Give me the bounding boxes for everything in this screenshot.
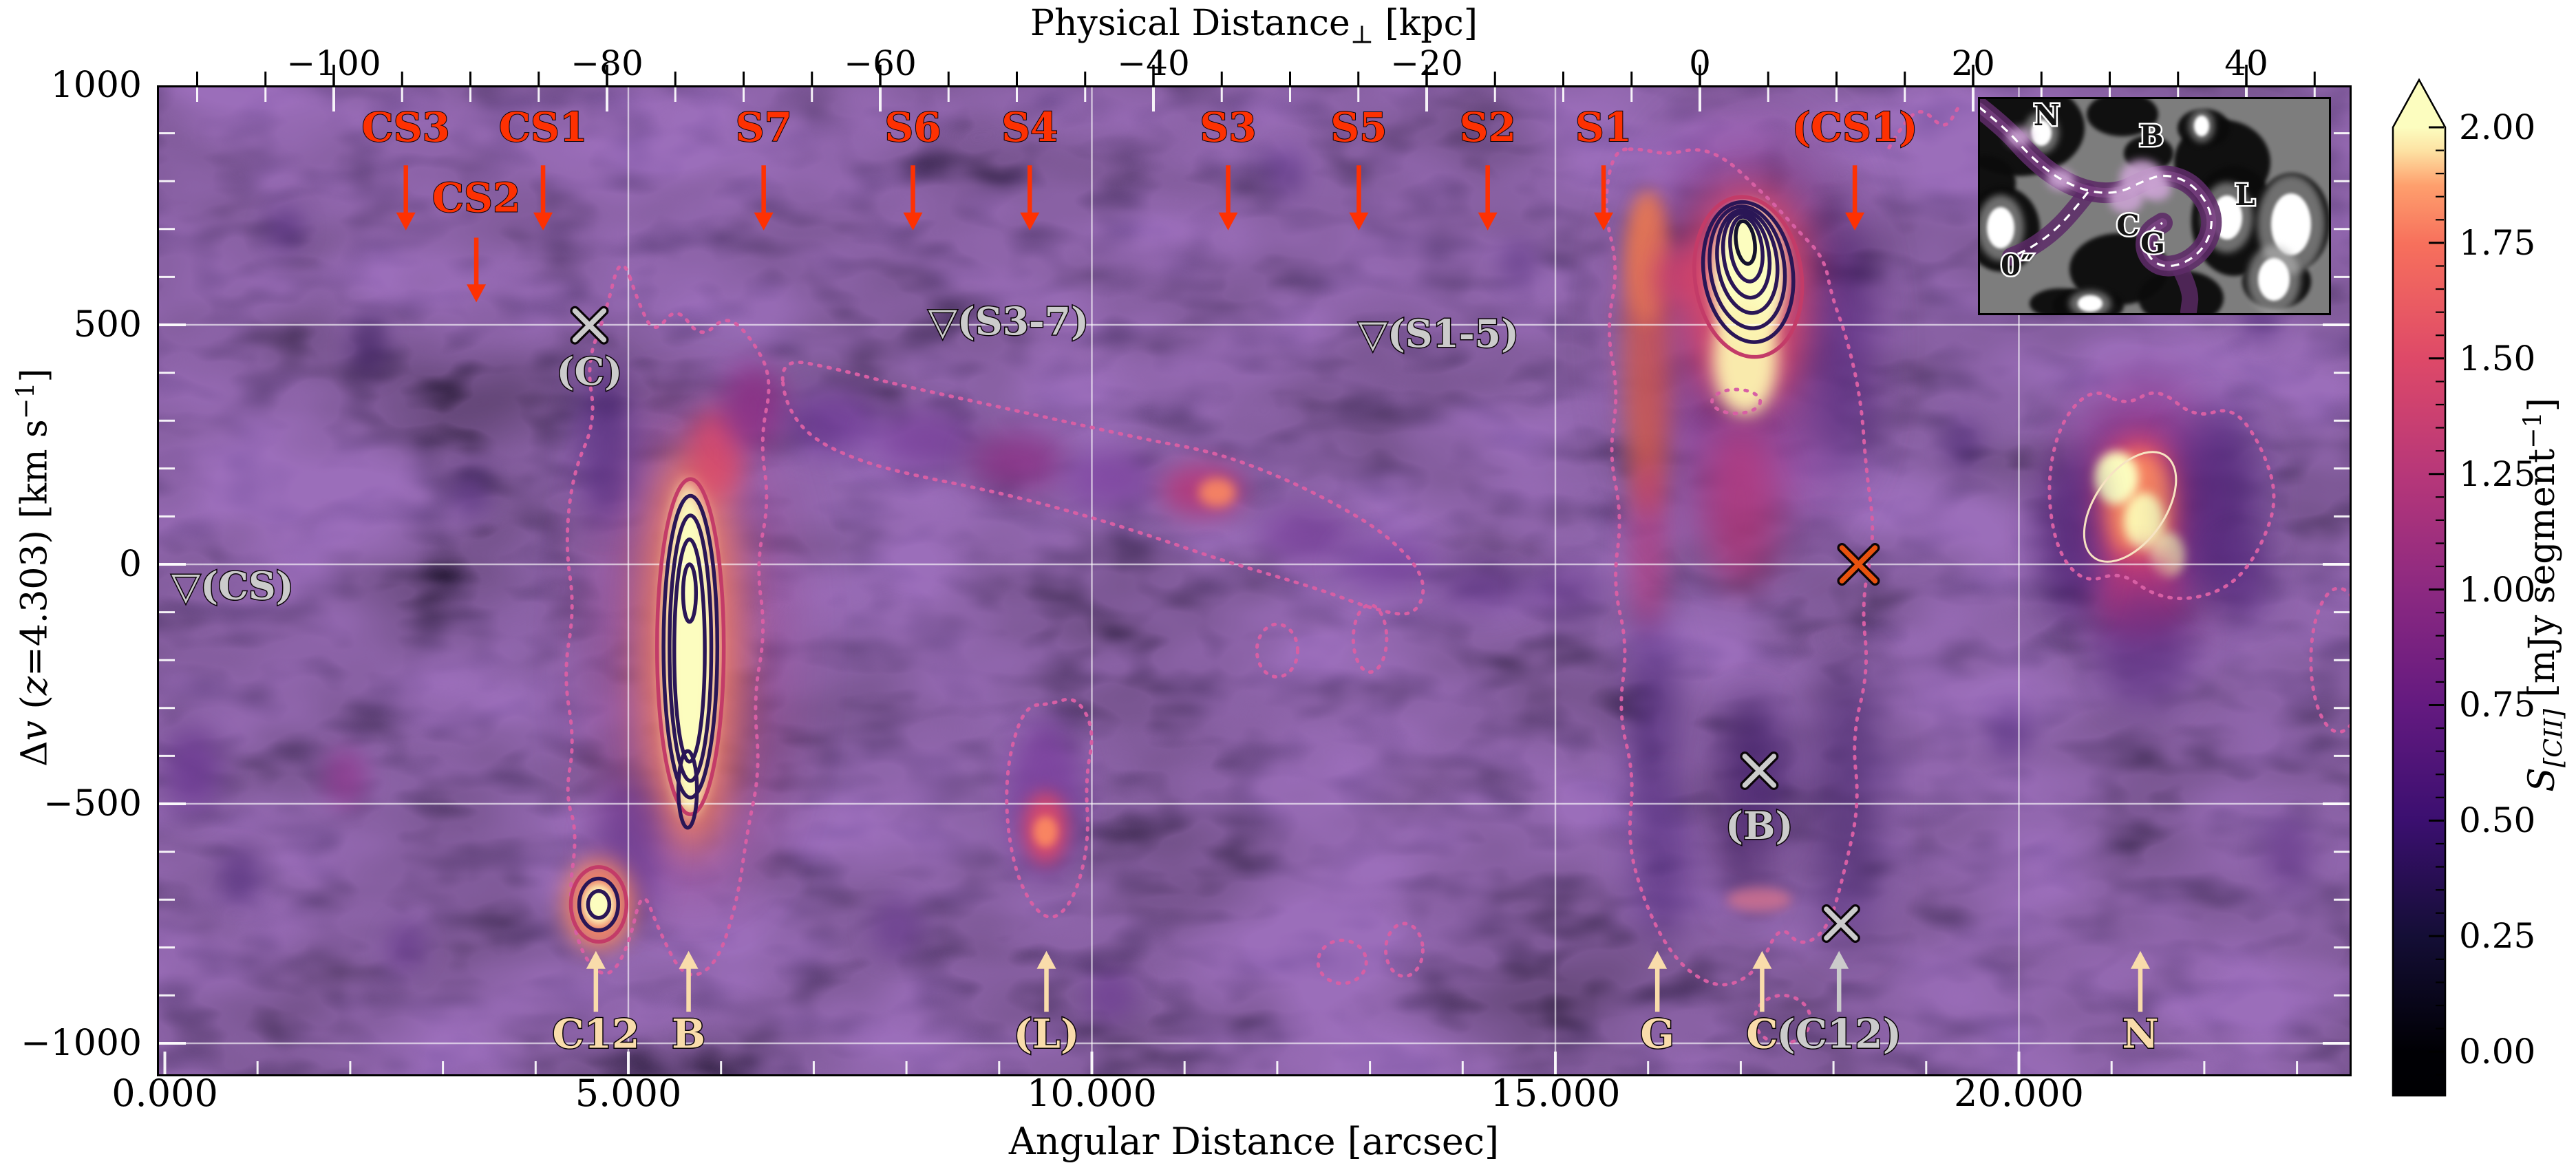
colorbar-bar (2392, 78, 2447, 1097)
top-axis-title: Physical Distance⊥ [kpc] (1030, 3, 1478, 49)
inset-source-label: 0″ (2001, 248, 2034, 282)
inset-source-label: N (2034, 98, 2060, 132)
region-label: ▽(CS) (171, 563, 294, 608)
source-marker-label: (C12) (1776, 1011, 1902, 1058)
inset-slit-path (1979, 106, 2213, 268)
plot-frame (157, 85, 2352, 1076)
colorbar-tick-label: 0.50 (2459, 800, 2536, 841)
cross-marker (1742, 754, 1777, 788)
slit-marker-label: CS1 (499, 104, 587, 151)
bottom-axis-title: Angular Distance [arcsec] (1008, 1120, 1500, 1163)
dotted-contours (564, 105, 2352, 1045)
source-marker-label: N (2122, 1011, 2158, 1058)
x-tick-label: 0.000 (111, 1072, 218, 1115)
left-title-delta: Δ (14, 741, 56, 767)
colorbar-tick-label: 1.75 (2459, 222, 2536, 263)
colorbar-tick-label: 1.50 (2459, 338, 2536, 379)
axis-inside-ticks (157, 85, 2352, 1076)
top-axis-title-unit: [kpc] (1373, 3, 1478, 44)
slit-marker-label: S5 (1330, 104, 1387, 151)
source-marker-label: C (1746, 1011, 1778, 1058)
top-axis-outside-ticks (196, 65, 2316, 85)
inset-continuum-sources (1978, 109, 2325, 315)
colorbar-tick-label: 1.25 (2459, 454, 2536, 494)
left-title-close: ] (14, 368, 56, 383)
slit-marker-label: S3 (1200, 104, 1256, 151)
slit-marker-label: S6 (884, 104, 941, 151)
inset-slit-path-branch (2010, 191, 2089, 258)
x-tick-label: 10.000 (1027, 1072, 1157, 1115)
left-title-sup: −1 (10, 382, 41, 420)
x-tick-label: 15.000 (1490, 1072, 1621, 1115)
slit-marker-label: S2 (1460, 104, 1516, 151)
cross-marker (1824, 906, 1858, 941)
source-marker-label: G (1640, 1011, 1674, 1058)
region-label: (C) (556, 349, 622, 394)
y-tick-label: −1000 (21, 1023, 142, 1064)
x-tick-label: 20.000 (1954, 1072, 2084, 1115)
hst-inset-panel: N B L CG 0″ (1978, 97, 2331, 315)
slit-marker-label: (CS1) (1791, 104, 1917, 151)
inset-frame (1978, 97, 2331, 315)
left-title-v: v (14, 721, 56, 741)
emission-features (164, 133, 2312, 1022)
y-tick-label: −500 (43, 783, 142, 824)
colorbar-tick-label: 0.25 (2459, 916, 2536, 957)
inset-source-label: G (2140, 226, 2165, 260)
inset-cii-ribbon-tail (2173, 262, 2199, 315)
colorbar (2392, 78, 2447, 1097)
cross-marker (572, 308, 607, 343)
colorbar-tick-label: 2.00 (2459, 107, 2536, 147)
region-label: ▽(S3-7) (928, 299, 1089, 343)
slit-marker-label: S7 (736, 104, 792, 151)
y-tick-label: 0 (118, 544, 142, 585)
gridlines (157, 85, 2352, 1076)
y-tick-label: 500 (73, 304, 142, 345)
region-label: ▽(S1-5) (1359, 311, 1519, 356)
slit-marker-label: CS2 (432, 174, 520, 221)
colorbar-tick-label: 0.75 (2459, 685, 2536, 725)
top-axis-title-text: Physical Distance (1030, 3, 1350, 44)
source-marker-label: (L) (1014, 1011, 1080, 1058)
slit-marker-label: CS3 (361, 104, 449, 151)
source-marker-label: C12 (552, 1011, 639, 1058)
colorbar-tick-label: 0.00 (2459, 1032, 2536, 1072)
inset-source-label: C (2116, 209, 2139, 242)
x-tick-label: 5.000 (575, 1072, 682, 1115)
colorbar-ticks (2429, 126, 2444, 1076)
inset-source-label: L (2235, 178, 2255, 212)
left-title-paren: ( (14, 695, 56, 721)
cross-marker (1839, 545, 1878, 584)
slit-marker-label: S4 (1001, 104, 1058, 151)
slit-marker-label: S1 (1575, 104, 1632, 151)
region-label: (B) (1725, 803, 1793, 848)
colorbar-tick-label: 1.00 (2459, 569, 2536, 610)
y-tick-label: 1000 (50, 65, 142, 106)
solid-contours (568, 195, 2178, 944)
top-axis-title-sub: ⊥ (1350, 19, 1374, 50)
inset-source-label: B (2139, 119, 2164, 153)
left-title-z: z (14, 676, 56, 696)
source-marker-label: B (672, 1011, 705, 1058)
